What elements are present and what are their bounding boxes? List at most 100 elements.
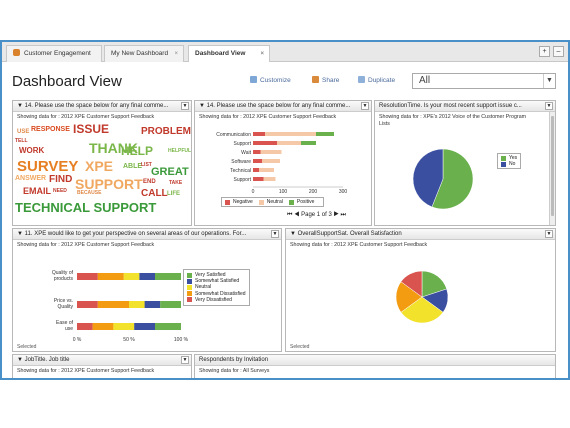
chart-legend: Negative Neutral Positive [221,197,325,208]
panel-title: ResolutionTime. Is your most recent supp… [379,103,522,109]
resolution-pie-chart [412,148,474,210]
bar-segment [77,273,98,280]
panel-title: 11. XPE would like to get your perspecti… [24,231,247,237]
bar-segment [253,150,261,154]
word-cloud-word: TECHNICAL SUPPORT [15,200,157,215]
category-label: Software [231,159,251,165]
panel-menu-button[interactable]: ▼ [181,356,189,364]
panel-menu-button[interactable]: ▼ [545,230,553,238]
tab-my-new-dashboard[interactable]: My New Dashboard × [104,45,184,62]
dashboard-icon [13,49,20,56]
showing-data-label: Showing data for : All Surveys [199,368,270,374]
legend-label: Somewhat Satisfied [195,278,240,285]
close-icon[interactable]: × [260,51,264,57]
sentiment-bar-chart: Communication Support Wait Software Technica… [216,132,347,195]
word-cloud-word: THANK [89,140,138,156]
first-page-icon[interactable]: ⏮ [287,212,293,218]
panel-title: OverallSupportSat. Overall Satisfaction [297,231,402,237]
panel-menu-button[interactable]: ▼ [545,102,553,110]
customize-label: Customize [260,77,291,84]
legend-label: Yes [509,155,518,162]
word-cloud-word: BECAUSE [77,190,102,196]
close-icon[interactable]: × [174,51,178,57]
word-cloud-word: LIST [141,162,152,168]
next-page-icon[interactable]: ▶ [333,212,339,218]
bar-segment [259,168,274,172]
x-tick-label: 0 [252,189,255,195]
showing-data-label: Showing data for : 2012 XPE Customer Sup… [17,242,155,248]
pie-slice [400,296,444,324]
scroll-thumb[interactable] [551,116,554,216]
pie-slice [412,148,444,208]
panel-menu-button[interactable]: ▼ [181,102,189,110]
overall-satisfaction-pie-chart [395,270,449,324]
panel-header: Respondents by Invitation [195,355,555,366]
bar-segment [134,323,155,330]
x-tick-label: 100 % [174,337,189,343]
x-tick-label: 100 [279,189,288,195]
pager: ⏮ ◀ Page 1 of 3 ▶ ⏭ [287,212,346,219]
word-cloud-word: FIND [49,174,73,185]
chart-legend: Yes No [497,153,522,170]
bar-segment [253,168,259,172]
legend-swatch [288,199,294,205]
category-label: Price vs. Quality [54,298,74,310]
bar-segment [160,301,181,308]
bar-segment [144,301,161,308]
word-cloud-word: HELP [121,144,154,158]
word-cloud-word: USE [17,129,30,135]
selected-label: Selected [290,344,310,350]
minimize-button[interactable]: – [553,46,564,57]
legend-item: Neutral [187,284,246,290]
panel-menu-button[interactable]: ▼ [361,102,369,110]
word-cloud-word: TAKE [169,180,183,186]
legend-label: No [509,161,516,168]
legend-item: Yes [501,155,517,161]
panel-menu-button[interactable]: ▼ [271,230,279,238]
filter-icon: ▼ [199,103,205,109]
word-cloud-word: EMAIL [23,186,51,196]
legend-item: Negative [225,199,253,205]
legend-swatch [187,272,192,278]
panel-scrollbar[interactable] [549,112,555,225]
category-label: Support [233,177,251,183]
panel-header: ▼ JobTitle. Job title ▼ [13,355,191,366]
tab-dashboard-view[interactable]: Dashboard View × [188,45,270,62]
share-button[interactable]: Share [312,76,339,84]
x-tick-label: 50 % [123,337,135,343]
legend-item: Very Dissatisfied [187,297,246,303]
word-cloud-word: HELPFUL [168,148,192,154]
x-tick-label: 200 [309,189,318,195]
word-cloud-word: ABLE [123,163,143,170]
prev-page-icon[interactable]: ◀ [294,212,300,218]
tab-bar: Customer Engagement My New Dashboard × Da… [2,42,568,62]
panel-word-cloud: ▼ 14. Please use the space below for any… [12,100,192,226]
legend-swatch [501,155,506,161]
app-window: Customer Engagement My New Dashboard × Da… [0,40,570,380]
filter-select[interactable]: All ▼ [412,73,556,89]
panel-header: ▼ 11. XPE would like to get your perspec… [13,229,281,240]
word-cloud-word: RESPONSE [31,126,70,133]
bar-segment [139,273,155,280]
bar-segment [301,141,316,145]
legend-swatch [187,278,192,284]
legend-item: Very Satisfied [187,272,246,278]
legend-item: No [501,161,517,167]
tab-customer-engagement[interactable]: Customer Engagement [6,45,102,62]
last-page-icon[interactable]: ⏭ [340,212,346,218]
bar-segment [253,141,277,145]
word-cloud-word: LIFE [167,191,180,197]
word-cloud-word: SUPPORT [75,176,143,192]
legend-label: Neutral [266,199,283,206]
category-label: Support [233,141,251,147]
share-label: Share [322,77,340,84]
customize-button[interactable]: Customize [250,76,291,84]
showing-data-label: Showing data for : XPE's 2012 Voice of t… [379,114,527,120]
panel-header: ▼ 14. Please use the space below for any… [195,101,371,112]
showing-data-label: Showing data for : 2012 XPE Customer Sup… [199,114,337,120]
panel-respondents-by-invitation: Respondents by Invitation Showing data f… [194,354,556,378]
word-cloud-word: TELL [15,138,28,144]
duplicate-button[interactable]: Duplicate [358,76,395,84]
add-tab-button[interactable]: + [539,46,550,57]
filter-value: All [419,75,431,86]
